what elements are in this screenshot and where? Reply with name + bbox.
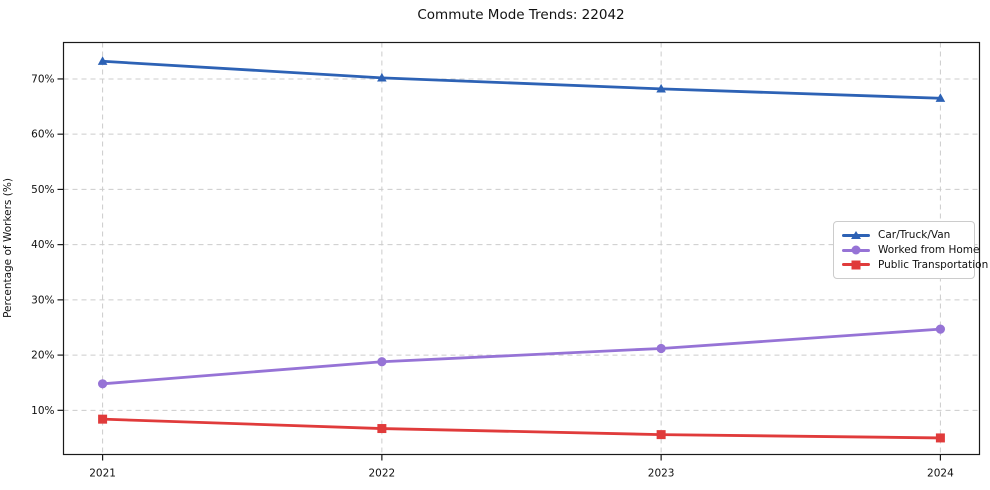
legend-square-marker-icon [851,260,861,270]
data-point-circle [377,357,387,367]
legend-label: Worked from Home [878,244,980,256]
legend-circle-marker-icon [851,245,861,255]
data-point-square [656,430,666,440]
series-line [101,59,942,100]
legend-line-sample [842,231,870,240]
legend: Car/Truck/Van Worked from Home Public Tran… [833,221,988,279]
legend-label: Public Transportation [878,258,989,271]
legend-line-sample [842,260,870,270]
data-point-triangle [97,56,108,65]
series-line [101,327,942,386]
x-tick-label: 2024 [927,468,954,480]
x-tick-label: 2022 [368,468,395,480]
legend-item: Car/Truck/Van [842,228,966,243]
data-point-circle [935,324,946,334]
x-tick-label: 2023 [648,468,675,480]
legend-item: Worked from Home [842,243,979,258]
data-point-circle [656,343,666,354]
legend-label: Car/Truck/Van [878,229,951,242]
y-tick-label: 10% [31,405,54,417]
data-point-triangle [377,72,387,82]
plot-border [62,41,981,456]
legend-triangle-marker-icon [851,231,861,240]
data-point-triangle [656,83,666,93]
y-tick-label: 50% [31,184,54,196]
data-point-square [377,424,387,434]
y-tick-label: 20% [31,350,54,362]
x-tick-label: 2021 [89,468,116,480]
data-point-square [98,414,108,424]
data-point-circle [97,379,108,389]
y-tick-label: 70% [31,73,54,85]
y-tick-label: 40% [31,239,54,251]
chart-title: Commute Mode Trends: 22042 [417,7,625,23]
legend-item: Public Transportation [842,257,988,272]
y-tick-label: 30% [31,294,54,306]
series-line [101,417,942,440]
data-point-square [935,433,945,443]
legend-line-sample [842,245,870,255]
data-point-triangle [935,93,946,102]
y-tick-label: 60% [31,129,54,141]
